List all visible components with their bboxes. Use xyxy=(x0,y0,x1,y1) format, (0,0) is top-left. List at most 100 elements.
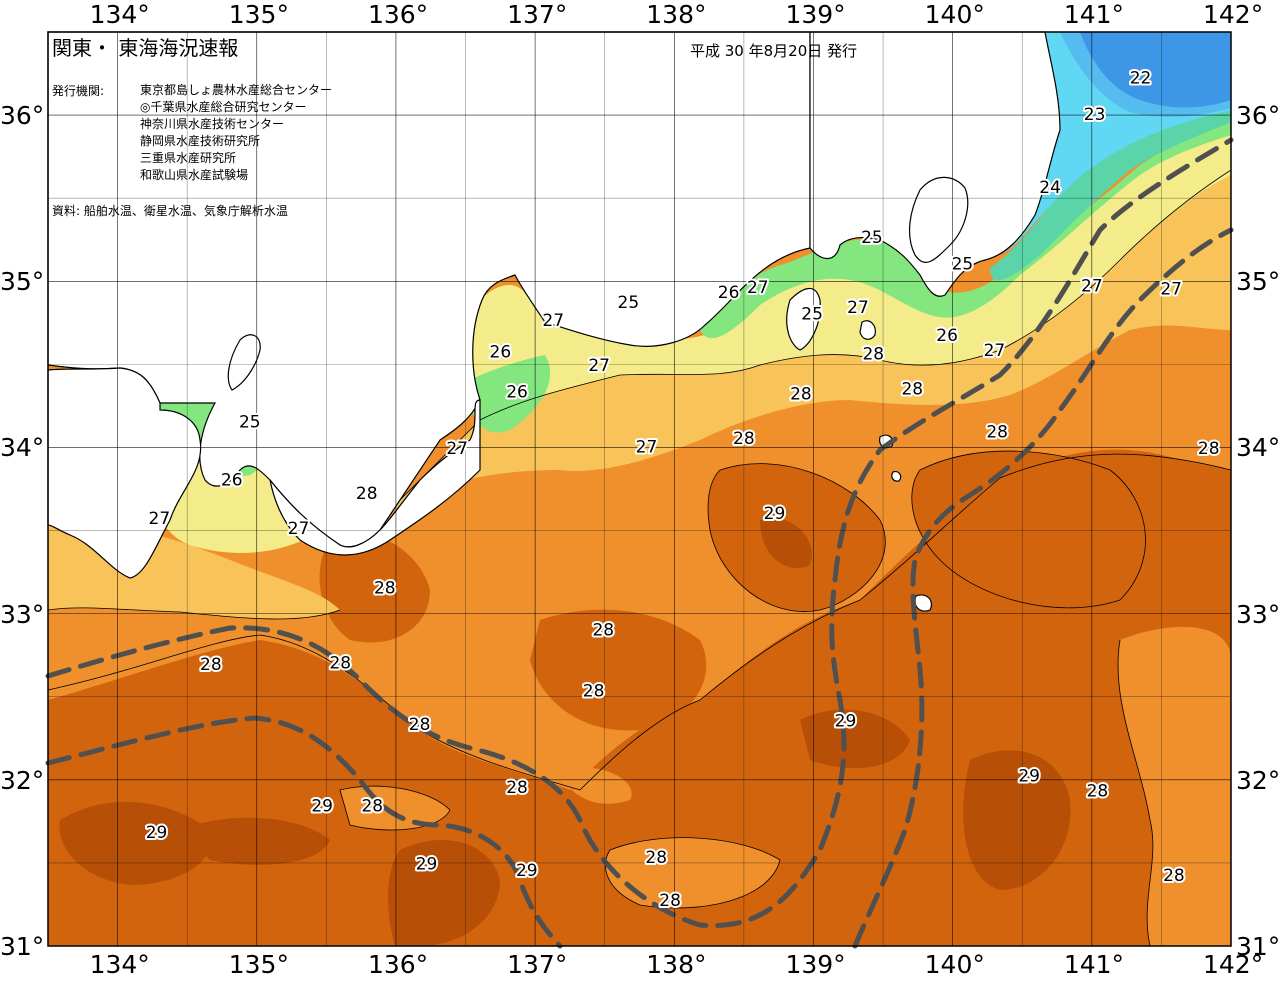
longitude-label-top: 137° xyxy=(507,0,568,29)
isotherm-label: 28 xyxy=(583,682,605,702)
zone-25 xyxy=(700,115,1231,339)
zone-30 xyxy=(800,709,910,769)
isotherm-label: 27 xyxy=(149,509,171,529)
isotherm-label: 29 xyxy=(764,504,786,524)
latitude-label-right: 31° xyxy=(1236,932,1280,961)
zone-28 xyxy=(605,837,780,908)
isotherm-line xyxy=(1117,639,1154,946)
isotherm-label: 28 xyxy=(1087,781,1109,801)
land-mikura xyxy=(891,471,902,482)
isotherm-label: 28 xyxy=(659,891,681,911)
isotherm-line xyxy=(579,453,1231,791)
latitude-label-right: 32° xyxy=(1236,765,1280,795)
isotherm-label: 29 xyxy=(311,796,333,816)
isotherm-label: 25 xyxy=(239,413,261,433)
land-shikoku xyxy=(47,367,202,579)
isotherm-label: 28 xyxy=(1163,866,1185,886)
zone-28 xyxy=(340,786,450,830)
longitude-label-top: 140° xyxy=(924,0,985,29)
land-boso xyxy=(909,176,969,263)
latitude-label-left: 35° xyxy=(0,267,45,297)
zone-28 xyxy=(560,767,632,804)
longitude-label-bottom: 142° xyxy=(1203,950,1264,979)
kuroshio-path-south xyxy=(45,715,563,949)
land xyxy=(47,31,1061,612)
isotherm-label: 28 xyxy=(901,379,923,399)
map-frame xyxy=(47,31,1232,947)
land-kii xyxy=(269,399,481,556)
issuer-item: 東京都島しょ農林水産総合センター xyxy=(140,83,333,97)
isotherm-label: 28 xyxy=(361,796,383,816)
isotherm-label: 25 xyxy=(952,255,974,275)
isotherm-label: 28 xyxy=(356,484,378,504)
longitude-label-bottom: 134° xyxy=(89,950,150,979)
isotherm-label: 28 xyxy=(374,579,396,599)
isotherm-label: 26 xyxy=(221,471,243,491)
isotherm-label: 24 xyxy=(1039,178,1061,198)
land-awaji xyxy=(227,334,261,391)
zone-29 xyxy=(319,533,430,643)
latitude-label-right: 34° xyxy=(1236,433,1280,463)
issuer-list: 東京都島しょ農林水産総合センター ◎千葉県水産総合研究センター 神奈川県水産技術… xyxy=(140,82,332,184)
isotherm-label: 25 xyxy=(618,293,640,313)
zone-29 xyxy=(911,451,1146,608)
zone-25 xyxy=(469,355,551,433)
land-hachijo xyxy=(914,594,932,612)
isotherm-label: 28 xyxy=(409,715,431,735)
longitude-label-bottom: 137° xyxy=(507,950,568,979)
longitude-label-bottom: 138° xyxy=(646,950,707,979)
land-izu-peninsula xyxy=(786,287,821,351)
data-source: 資料: 船舶水温、衛星水温、気象庁解析水温 xyxy=(52,204,288,218)
isotherm-label: 26 xyxy=(718,283,740,303)
isotherm-label: 25 xyxy=(861,228,883,248)
isotherm-label: 27 xyxy=(1160,280,1182,300)
longitude-label-top: 134° xyxy=(89,0,150,29)
isotherm-label: 28 xyxy=(1198,439,1220,459)
isotherm-label: 27 xyxy=(288,519,310,539)
zone-27 xyxy=(380,170,1231,520)
kuroshio-path-east xyxy=(852,227,1234,949)
isotherm-label: 27 xyxy=(636,437,658,457)
isotherm-label: 28 xyxy=(862,344,884,364)
isotherm-label: 28 xyxy=(790,384,812,404)
isotherm-label: 29 xyxy=(516,861,538,881)
isotherm-label: 26 xyxy=(490,343,512,363)
zone-30 xyxy=(760,518,812,568)
isotherm-label: 28 xyxy=(329,653,351,673)
issuer-label: 発行機関: xyxy=(52,84,105,98)
zone-29 xyxy=(530,609,707,731)
latitude-label-left: 34° xyxy=(0,433,45,463)
issuer-item: 静岡県水産技術研究所 xyxy=(140,134,261,148)
longitude-label-bottom: 141° xyxy=(1063,950,1125,979)
latitude-label-left: 36° xyxy=(0,101,45,131)
isotherm-label: 28 xyxy=(645,848,667,868)
isotherm-label: 26 xyxy=(506,383,528,403)
zone-30 xyxy=(180,817,330,865)
isotherm-line xyxy=(48,607,341,620)
issuer-item: 和歌山県水産試験場 xyxy=(140,168,249,182)
isotherm-line xyxy=(379,169,1231,521)
isotherm-label: 27 xyxy=(1081,276,1103,296)
isotherm-label: 29 xyxy=(416,855,438,875)
longitude-label-top: 136° xyxy=(367,0,429,29)
longitude-label-bottom: 135° xyxy=(228,950,289,979)
title-block: 関東・ 東海海況速報 xyxy=(52,36,238,60)
zone-29 xyxy=(48,449,1231,946)
zone-24 xyxy=(990,108,1231,281)
zone-30 xyxy=(59,801,212,885)
isotherm-label: 27 xyxy=(588,356,610,376)
isotherm-label: 27 xyxy=(542,311,564,331)
longitude-label-bottom: 140° xyxy=(924,950,985,979)
latitude-label-right: 35° xyxy=(1236,267,1280,297)
isotherm-line xyxy=(339,785,451,831)
zone-22 xyxy=(1060,32,1231,117)
issuer-item: ◎千葉県水産総合研究センター xyxy=(140,100,307,114)
longitude-label-bottom: 139° xyxy=(785,950,846,979)
kuroshio-paths xyxy=(45,137,1234,949)
latitude-label-left: 33° xyxy=(0,599,45,629)
issuer-item: 神奈川県水産技術センター xyxy=(140,117,285,131)
longitude-label-top: 139° xyxy=(785,0,846,29)
zone-28 xyxy=(1117,626,1231,946)
